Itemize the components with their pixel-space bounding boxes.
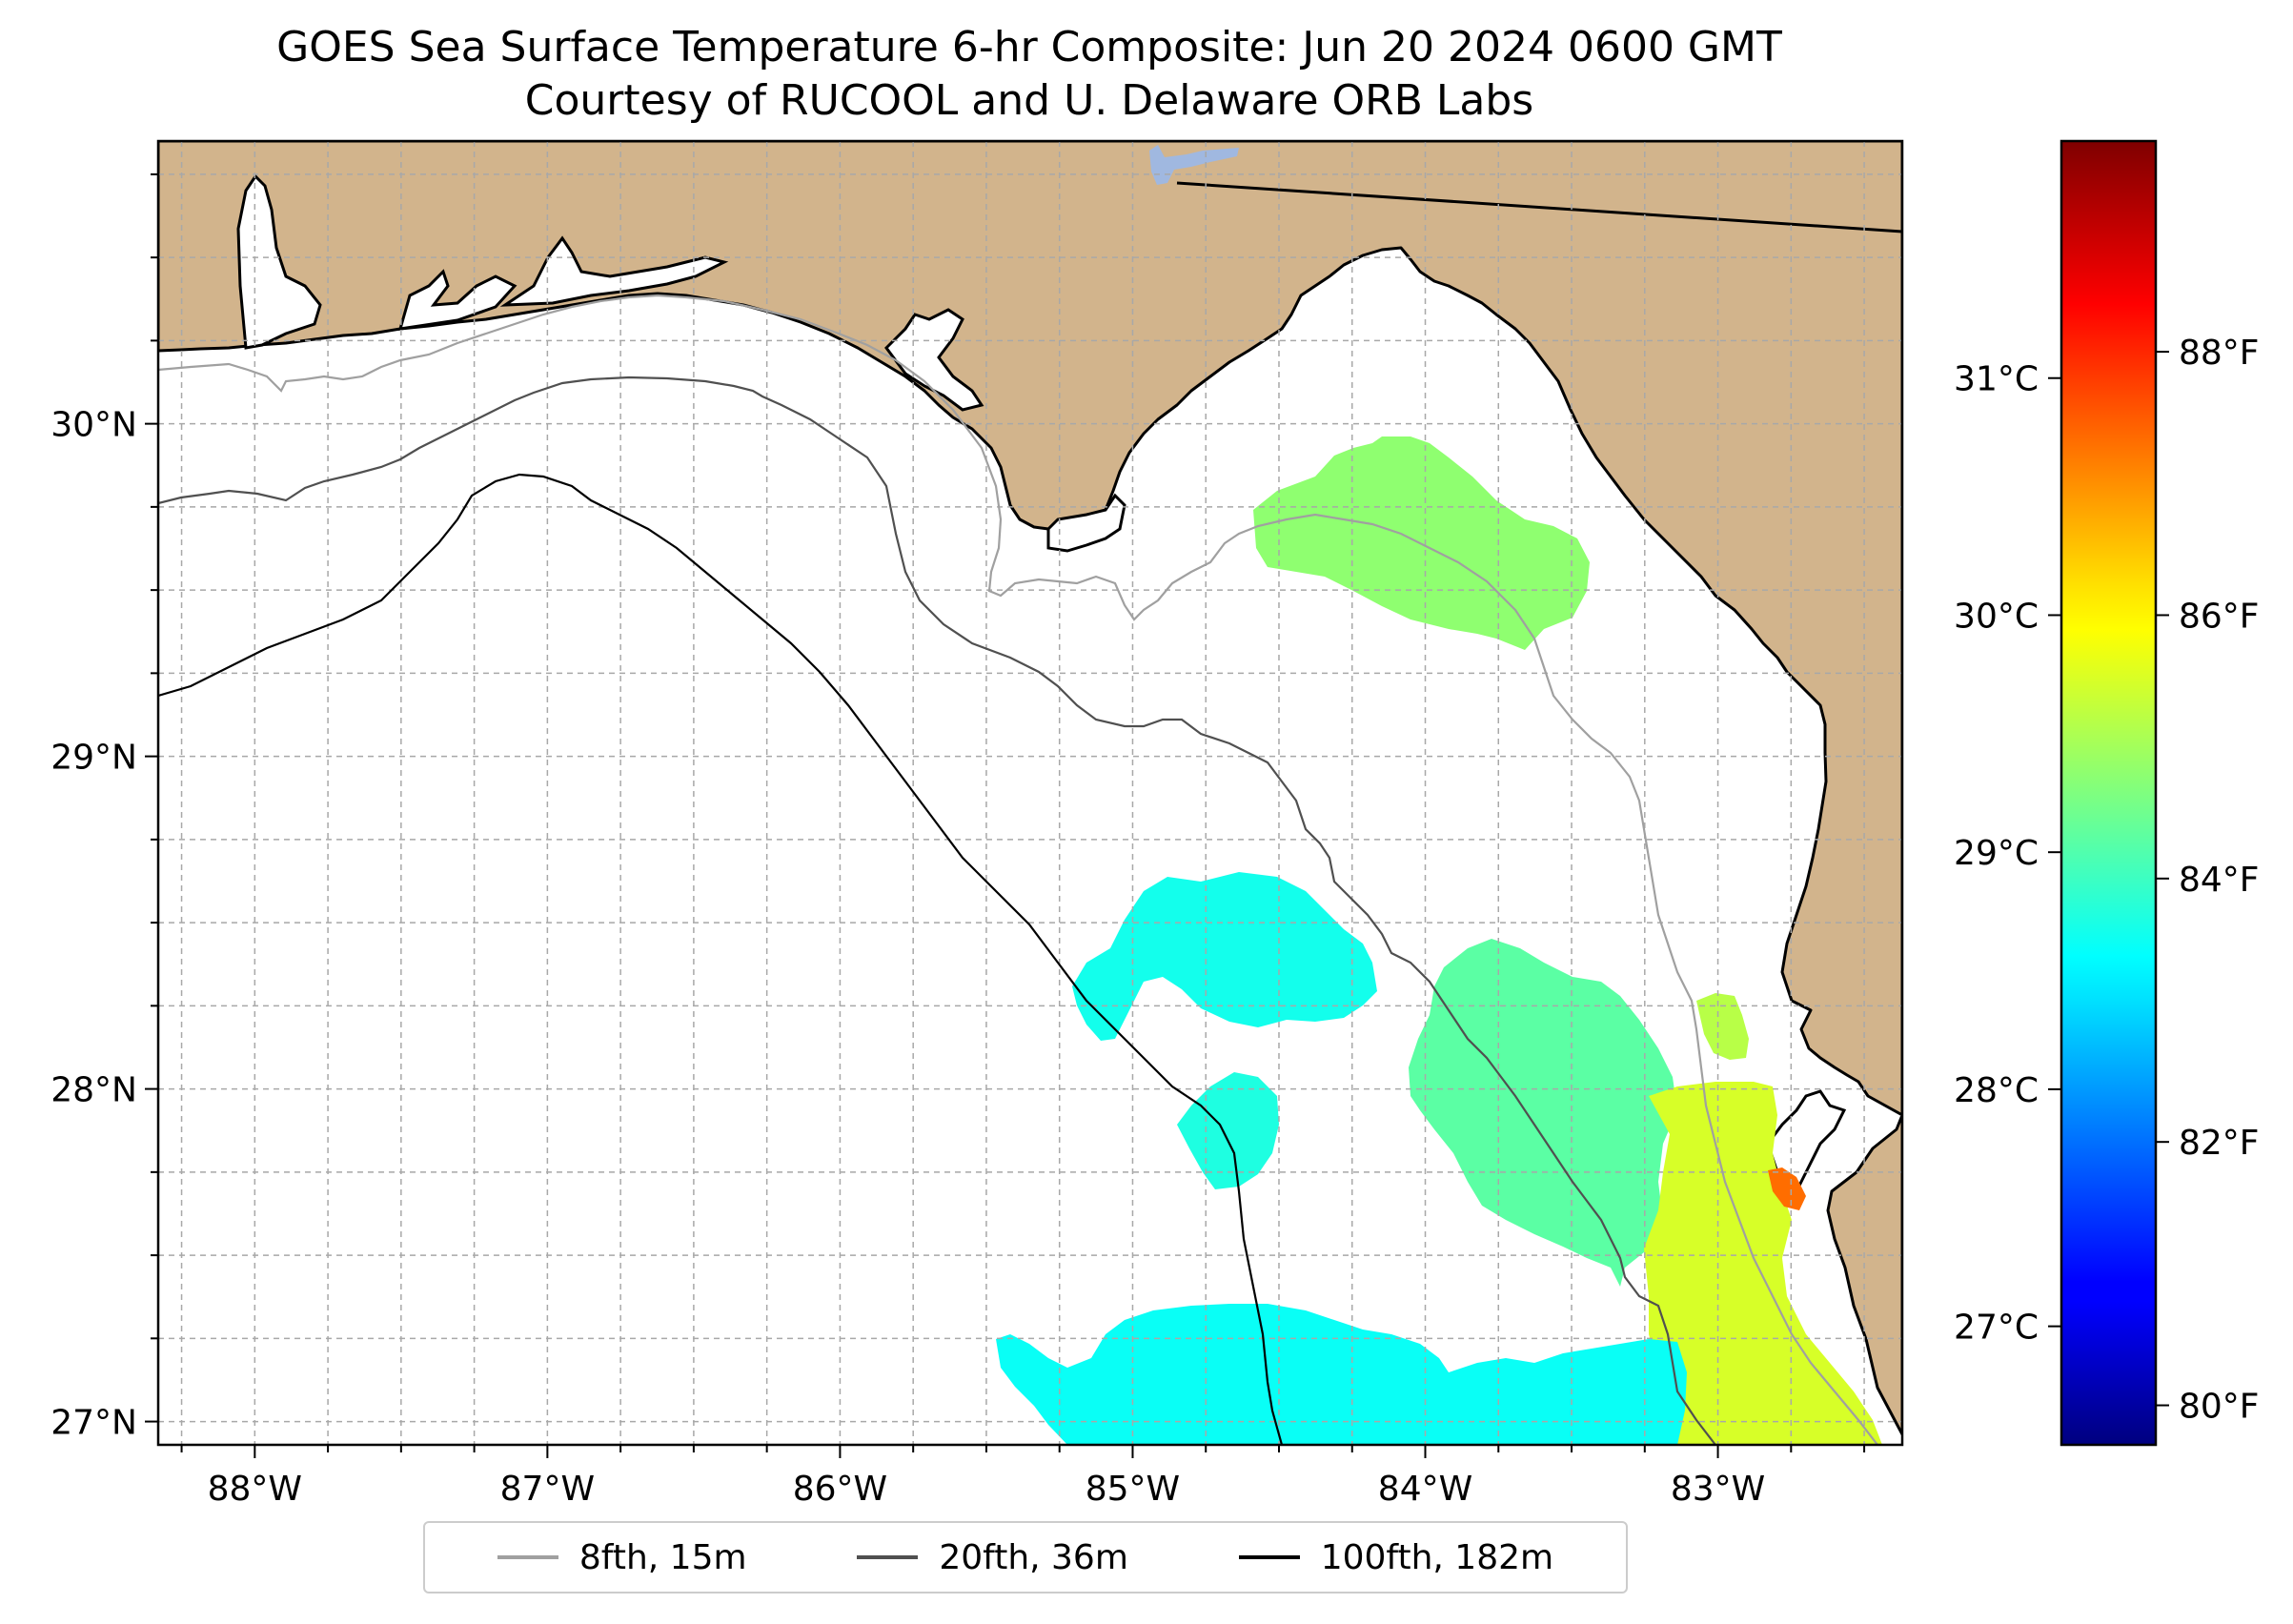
- lon-tick-label: 85°W: [1086, 1470, 1180, 1509]
- lon-tick-label: 83°W: [1671, 1470, 1765, 1509]
- lat-tick-label: 28°N: [51, 1071, 137, 1110]
- map-title: GOES Sea Surface Temperature 6-hr Compos…: [276, 23, 1782, 71]
- apalachicola-bay: [1046, 493, 1126, 553]
- colorbar-celsius-axis: 27°C 28°C 29°C 30°C 31°C: [1954, 360, 2061, 1348]
- legend-label: 8fth, 15m: [578, 1537, 747, 1577]
- legend-item-8fth: 8fth, 15m: [497, 1538, 747, 1577]
- lon-tick-label: 87°W: [500, 1470, 595, 1509]
- celsius-tick-label: 27°C: [1954, 1309, 2039, 1348]
- isobath-legend: 8fth, 15m 20fth, 36m 100fth, 182m: [423, 1521, 1628, 1594]
- choctawhatchee-bay: [499, 235, 729, 307]
- legend-swatch-8fth: [497, 1555, 558, 1559]
- lon-tick-label: 88°W: [208, 1470, 302, 1509]
- lon-tick-label: 84°W: [1378, 1470, 1472, 1509]
- celsius-tick-label: 30°C: [1954, 597, 2039, 636]
- legend-swatch-100fth: [1238, 1555, 1300, 1559]
- map-subtitle: Courtesy of RUCOOL and U. Delaware ORB L…: [524, 76, 1534, 125]
- mid-shelf-patch: [1072, 872, 1377, 1041]
- longitude-axis: 88°W 87°W 86°W 85°W 84°W 83°W: [180, 1445, 1866, 1509]
- graticule: [158, 141, 1902, 1445]
- lat-tick-label: 30°N: [51, 406, 137, 445]
- pensacola-bay: [397, 269, 517, 331]
- tampa-shelf-patch: [1409, 939, 1677, 1287]
- colorbar-fahrenheit-axis: 80°F 82°F 84°F 86°F 88°F: [2156, 334, 2260, 1427]
- lat-tick-label: 27°N: [51, 1404, 137, 1443]
- latitude-axis: 30°N 29°N 28°N 27°N: [51, 173, 158, 1443]
- fahrenheit-tick-label: 86°F: [2179, 597, 2260, 636]
- lat-tick-label: 29°N: [51, 739, 137, 778]
- map-frame: [156, 139, 1904, 1447]
- celsius-tick-label: 31°C: [1954, 360, 2039, 399]
- celsius-tick-label: 29°C: [1954, 834, 2039, 873]
- legend-label: 100fth, 182m: [1320, 1537, 1554, 1577]
- celsius-tick-label: 28°C: [1954, 1071, 2039, 1110]
- fahrenheit-tick-label: 80°F: [2179, 1388, 2260, 1427]
- fahrenheit-tick-label: 84°F: [2179, 861, 2260, 900]
- small-offshore-patch: [1177, 1072, 1279, 1189]
- colorbar: [2060, 139, 2158, 1447]
- isobath-100fth: [158, 473, 1284, 1445]
- fahrenheit-tick-label: 88°F: [2179, 334, 2260, 373]
- fahrenheit-tick-label: 82°F: [2179, 1124, 2260, 1163]
- isobath-8fth: [158, 294, 1878, 1445]
- legend-item-20fth: 20fth, 36m: [857, 1538, 1128, 1577]
- state-border: [1176, 181, 1902, 233]
- tampa-bay-warm-spot: [1768, 1167, 1806, 1210]
- legend-item-100fth: 100fth, 182m: [1238, 1537, 1554, 1577]
- lake-seminole: [1149, 145, 1239, 185]
- anclote-patch: [1696, 993, 1749, 1060]
- lon-tick-label: 86°W: [793, 1470, 887, 1509]
- isobath-20fth: [158, 376, 1716, 1445]
- mobile-bay: [236, 173, 322, 350]
- legend-swatch-20fth: [857, 1555, 919, 1559]
- legend-label: 20fth, 36m: [939, 1537, 1128, 1577]
